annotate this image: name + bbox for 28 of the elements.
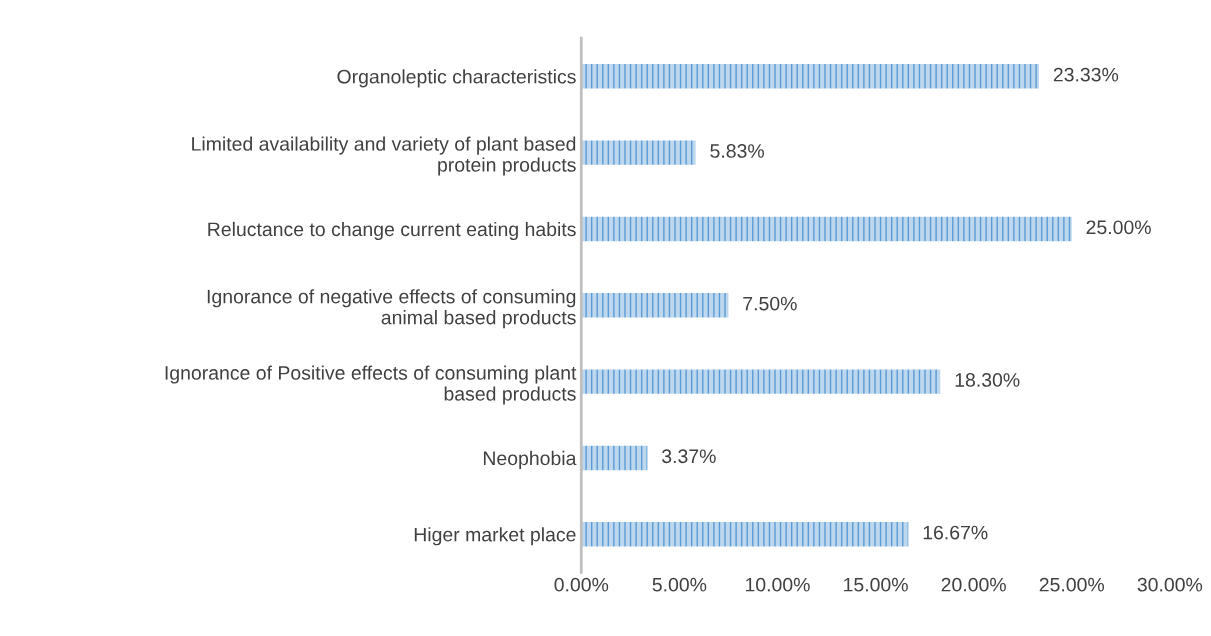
x-tick-label: 25.00% xyxy=(1039,577,1105,592)
y-tick-label: Ignorance of negative effects of consuming animal based products xyxy=(207,289,576,329)
bar xyxy=(581,64,1039,89)
data-label: 7.50% xyxy=(743,296,797,311)
x-tick-label: 0.00% xyxy=(554,577,609,592)
y-tick-label: Reluctance to change current eating habits xyxy=(208,221,576,241)
y-tick-label: Ignorance of Positive effects of consuming plant based products xyxy=(165,365,577,405)
y-tick-label: Neophobia xyxy=(483,450,577,469)
data-label: 25.00% xyxy=(1086,220,1151,235)
data-label: 16.67% xyxy=(923,525,988,540)
y-tick-label: Limited availability and variety of plant based protein products xyxy=(192,136,576,176)
data-label: 23.33% xyxy=(1053,67,1119,82)
x-tick-label: 10.00% xyxy=(745,577,810,592)
data-label: 18.30% xyxy=(955,373,1020,387)
bar xyxy=(581,216,1072,242)
x-tick-label: 15.00% xyxy=(844,577,908,592)
bar xyxy=(581,293,729,318)
y-tick-label: Higer market place xyxy=(414,527,576,546)
data-label: 3.37% xyxy=(662,449,716,464)
bar xyxy=(581,140,696,165)
x-tick-label: 20.00% xyxy=(941,577,1006,592)
bar xyxy=(581,445,648,471)
bar xyxy=(581,522,909,547)
data-label: 5.83% xyxy=(710,144,764,158)
bar xyxy=(581,369,941,394)
y-tick-label: Organoleptic characteristics xyxy=(337,69,576,88)
x-tick-label: 5.00% xyxy=(652,577,707,592)
x-tick-label: 30.00% xyxy=(1137,577,1203,592)
